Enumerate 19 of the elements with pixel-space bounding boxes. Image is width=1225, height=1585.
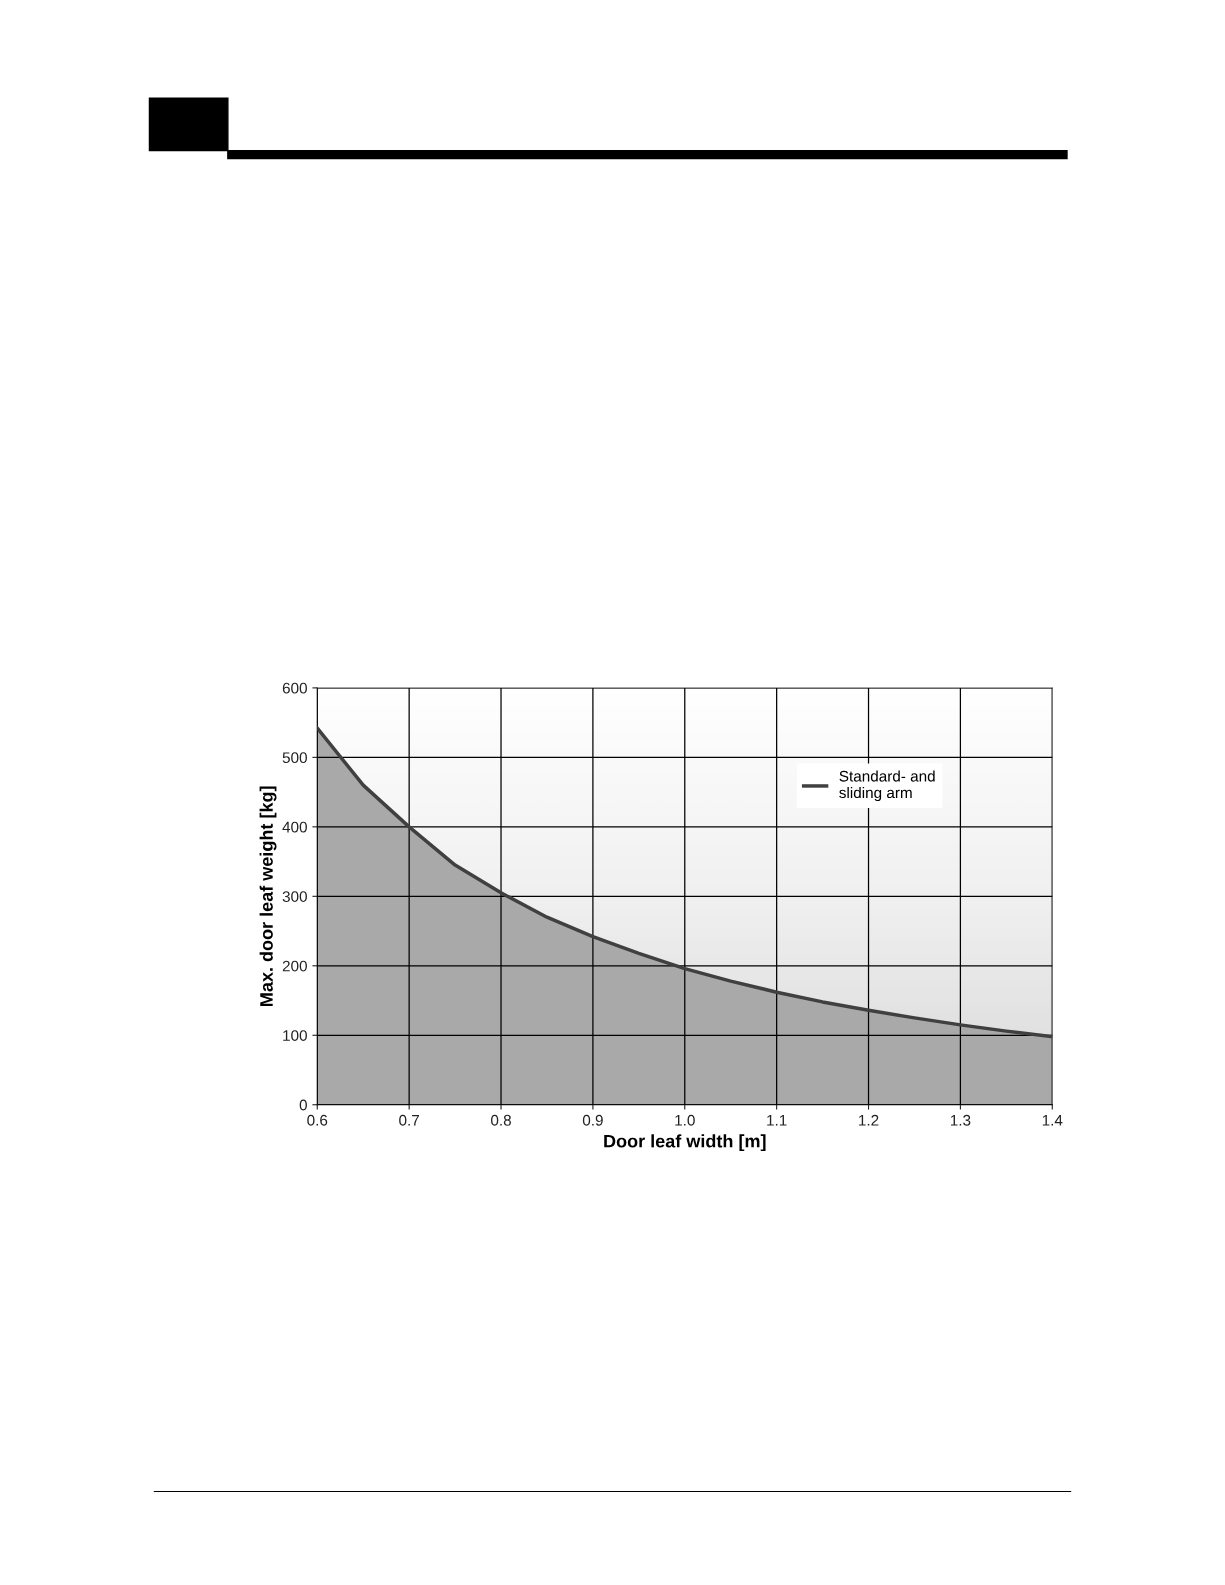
y-tick-label: 600 (282, 682, 307, 694)
x-tick-label: 0.9 (582, 1114, 603, 1126)
x-axis-title: Door leaf width [m] (604, 1134, 766, 1152)
x-tick-label: 0.6 (307, 1114, 328, 1126)
x-tick-label: 1.0 (675, 1114, 695, 1126)
y-tick-label: 200 (282, 960, 307, 972)
x-tick-label: 0.8 (491, 1114, 511, 1126)
y-axis-title: Max. door leaf weight [kg] (259, 786, 277, 1006)
legend-label: Standard- and sliding arm (839, 770, 935, 802)
x-tick-label: 1.3 (950, 1114, 971, 1126)
y-tick-label: 400 (282, 821, 307, 833)
y-tick-label: 100 (283, 1030, 307, 1041)
x-tick-label: 1.4 (1042, 1115, 1063, 1126)
x-tick-label: 0.7 (399, 1114, 419, 1126)
y-tick-label: 300 (282, 891, 307, 902)
y-tick-label: 0 (299, 1099, 307, 1111)
y-tick-label: 500 (282, 752, 307, 764)
x-tick-label: 1.2 (859, 1114, 879, 1126)
x-tick-label: 1.1 (767, 1115, 787, 1126)
